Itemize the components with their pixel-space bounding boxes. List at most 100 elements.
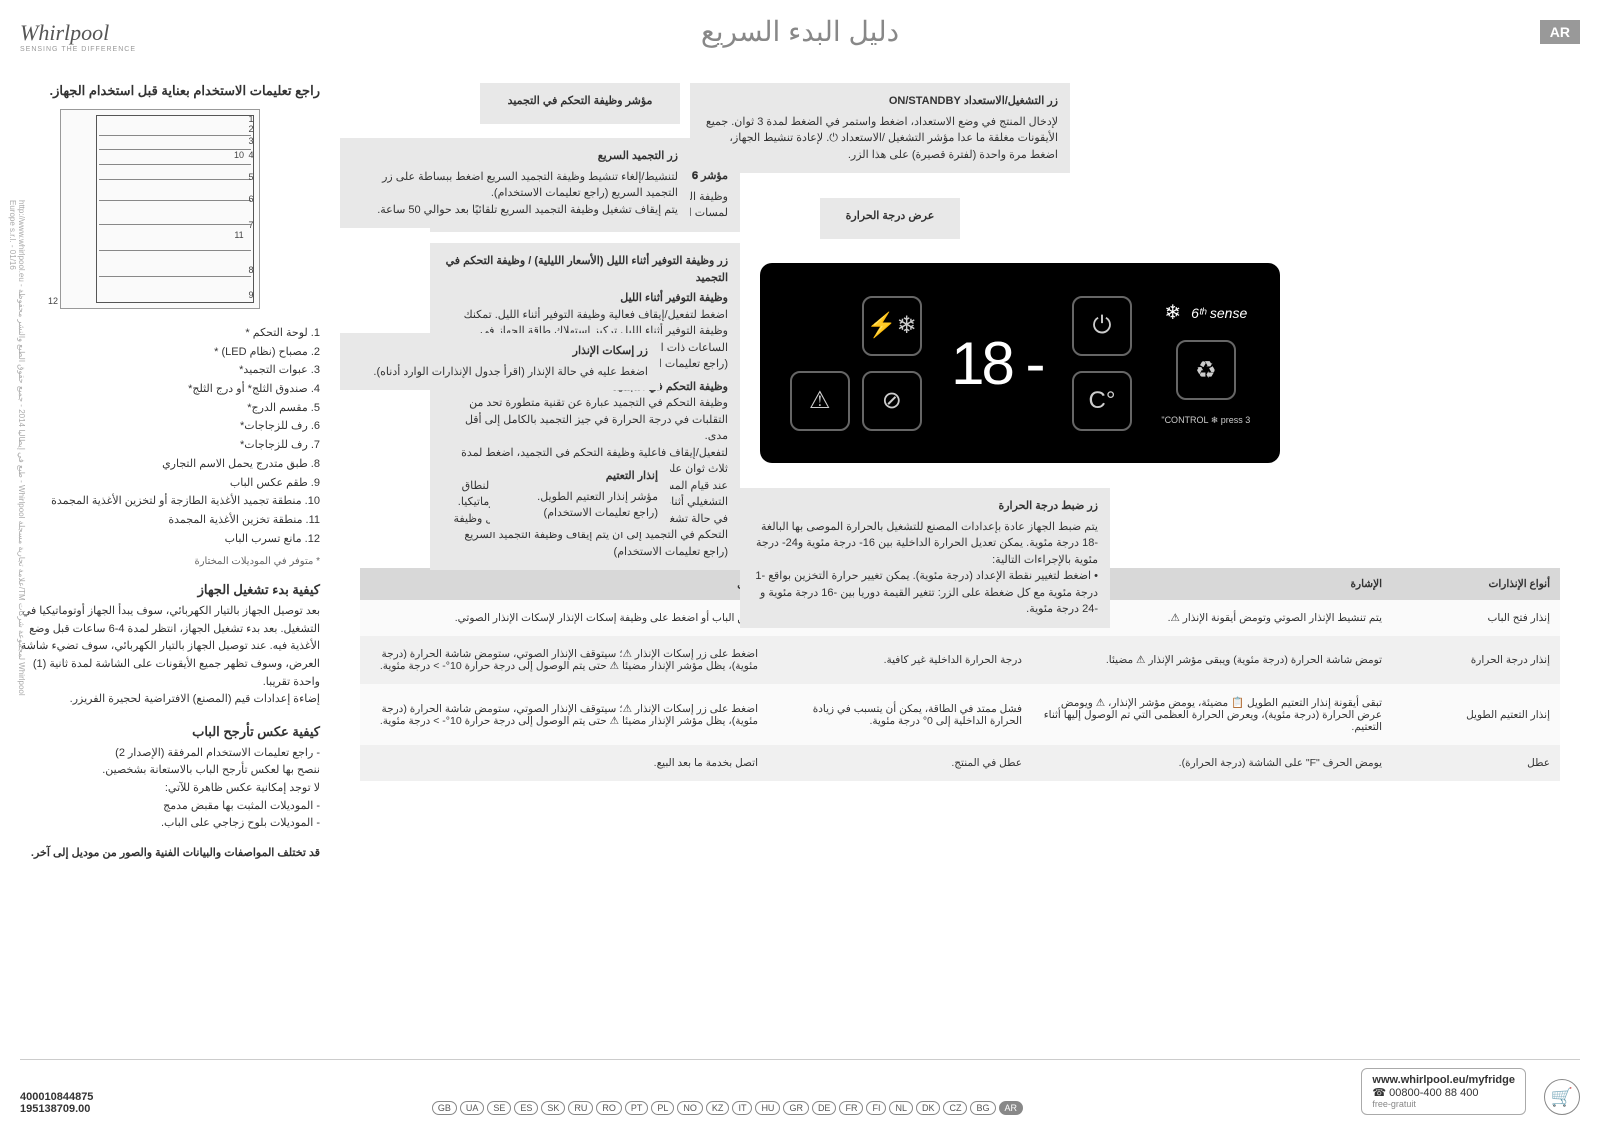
- callout-body: يتم ضبط الجهاز عادة بإعدادات المصنع للتش…: [752, 519, 1098, 618]
- callout-tempset: زر ضبط درجة الحرارة يتم ضبط الجهاز عادة …: [740, 488, 1110, 628]
- callout-tempdisplay: عرض درجة الحرارة: [820, 198, 960, 239]
- callout-mute: زر إسكات الإنذار اضغط عليه في حالة الإنذ…: [340, 333, 660, 390]
- eco-button[interactable]: ♻: [1176, 340, 1236, 400]
- table-cell: إنذار فتح الباب: [1392, 600, 1560, 636]
- legend-item: 11. منطقة تخزين الأغذية المجمدة: [20, 511, 320, 530]
- table-cell: عطل في المنتج.: [768, 745, 1032, 781]
- page-title: دليل البدء السريع: [701, 15, 899, 48]
- country-list: GBUASEESSKRUROPTPLNOKZITHUGRDEFRFINLDKCZ…: [432, 1101, 1023, 1115]
- country-pill: ES: [514, 1101, 538, 1115]
- power-button[interactable]: ⏻: [1072, 296, 1132, 356]
- legend-item: 12. مانع تسرب الباب: [20, 530, 320, 549]
- fastfreeze-button[interactable]: ❄⚡: [862, 296, 922, 356]
- power-icon: ⏻: [1092, 312, 1111, 340]
- legend-item: 2. مصباح (نظام LED) *: [20, 343, 320, 362]
- legend-note: * متوفر في الموديلات المختارة: [20, 556, 320, 567]
- blackout-icon: ⊘: [882, 386, 902, 415]
- cart-icon: 🛒: [1544, 1079, 1580, 1115]
- callout-body: مؤشر إنذار التعتيم الطويل. (راجع تعليمات…: [502, 489, 658, 522]
- footer-phone: ☎ 00800-400 88 400: [1372, 1086, 1515, 1099]
- country-pill: PL: [651, 1101, 674, 1115]
- country-pill: IT: [732, 1101, 752, 1115]
- legend-item: 1. لوحة التحكم *: [20, 324, 320, 343]
- table-cell: فشل ممتد في الطاقة، يمكن أن يتسبب في زيا…: [768, 684, 1032, 745]
- callout-title: زر وظيفة التوفير أثناء الليل (الأسعار ال…: [442, 253, 728, 286]
- table-cell: تبقى أيقونة إنذار التعتيم الطويل 📋 مضيئة…: [1032, 684, 1392, 745]
- table-header: الحل: [360, 568, 768, 600]
- country-pill: RU: [568, 1101, 593, 1115]
- country-pill: NO: [677, 1101, 703, 1115]
- legend-item: 7. رف للزجاجات*: [20, 436, 320, 455]
- snowflake-icon: ❄: [1164, 300, 1181, 325]
- temp-button[interactable]: °C: [1072, 371, 1132, 431]
- country-pill: PT: [625, 1101, 649, 1115]
- country-pill: DE: [812, 1101, 837, 1115]
- table-cell: درجة الحرارة الداخلية غير كافية.: [768, 636, 1032, 684]
- temperature-display: - 18: [951, 329, 1042, 398]
- callout-body: لتنشيط/إلغاء تنشيط وظيفة التجميد السريع …: [352, 169, 678, 219]
- footer-contact: www.whirlpool.eu/myfridge ☎ 00800-400 88…: [1361, 1068, 1526, 1115]
- country-pill: GB: [432, 1101, 457, 1115]
- brand-tagline: SENSING THE DIFFERENCE: [20, 46, 136, 53]
- country-pill: SE: [487, 1101, 511, 1115]
- appliance-diagram: 1 2 3 4 5 6 7 8 9 10 11 12: [60, 109, 260, 309]
- table-cell: عطل: [1392, 745, 1560, 781]
- control-label: CONTROL ❄ press 3": [1161, 415, 1250, 426]
- callout-title: إنذار التعتيم: [502, 468, 658, 485]
- legend-item: 5. مقسم الدرج*: [20, 399, 320, 418]
- table-cell: يومض الحرف "F" على الشاشة (درجة الحرارة)…: [1032, 745, 1392, 781]
- legend-item: 8. طبق متدرج يحمل الاسم التجاري: [20, 455, 320, 474]
- country-pill: FR: [839, 1101, 863, 1115]
- callout-onstandby: زر التشغيل/الاستعداد ON/STANDBY لإدخال ا…: [690, 83, 1070, 173]
- temp-icon: °C: [1088, 387, 1115, 415]
- legend-item: 3. عبوات التجميد*: [20, 361, 320, 380]
- country-pill: BG: [970, 1101, 995, 1115]
- table-row: إنذار التعتيم الطويلتبقى أيقونة إنذار ال…: [360, 684, 1560, 745]
- callout-title: زر التشغيل/الاستعداد ON/STANDBY: [702, 93, 1058, 110]
- callout-blackout: إنذار التعتيم مؤشر إنذار التعتيم الطويل.…: [490, 458, 670, 532]
- callout-title: زر ضبط درجة الحرارة: [752, 498, 1098, 515]
- callout-fastfreeze: زر التجميد السريع لتنشيط/إلغاء تنشيط وظي…: [340, 138, 690, 228]
- country-pill: CZ: [943, 1101, 967, 1115]
- footer-url: www.whirlpool.eu/myfridge: [1372, 1074, 1515, 1086]
- legend-item: 4. صندوق الثلج* أو درج الثلج*: [20, 380, 320, 399]
- table-cell: تومض شاشة الحرارة (درجة مئوية) ويبقى مؤش…: [1032, 636, 1392, 684]
- callout-body: لإدخال المنتج في وضع الاستعداد، اضغط واس…: [702, 114, 1058, 164]
- startup-title: كيفية بدء تشغيل الجهاز: [20, 582, 320, 598]
- legend-item: 10. منطقة تجميد الأغذية الطازجة أو لتخزي…: [20, 492, 320, 511]
- footer-codes: 400010844875 195138709.00: [20, 1091, 93, 1115]
- table-cell: اضغط على زر إسكات الإنذار ⚠؛ سيتوقف الإن…: [360, 684, 768, 745]
- reverse-body: - راجع تعليمات الاستخدام المرفقة (الإصدا…: [20, 745, 320, 833]
- startup-body: بعد توصيل الجهاز بالتيار الكهربائي، سوف …: [20, 603, 320, 709]
- country-pill: UA: [460, 1101, 485, 1115]
- country-pill: SK: [541, 1101, 565, 1115]
- country-pill: AR: [999, 1101, 1024, 1115]
- table-row: إنذار درجة الحرارةتومض شاشة الحرارة (درج…: [360, 636, 1560, 684]
- table-cell: إنذار التعتيم الطويل: [1392, 684, 1560, 745]
- legend-list: 1. لوحة التحكم *2. مصباح (نظام LED) *3. …: [20, 324, 320, 548]
- country-pill: GR: [783, 1101, 809, 1115]
- language-badge: AR: [1540, 20, 1580, 44]
- eco-icon: ♻: [1195, 356, 1217, 385]
- legend-item: 6. رف للزجاجات*: [20, 417, 320, 436]
- alarm-button[interactable]: ⚠: [790, 371, 850, 431]
- callout-title: زر إسكات الإنذار: [352, 343, 648, 360]
- callout-freeze-indicator: مؤشر وظيفة التحكم في التجميد: [480, 83, 680, 124]
- instruction-heading: راجع تعليمات الاستخدام بعناية قبل استخدا…: [20, 83, 320, 99]
- legend-item: 9. طقم عكس الباب: [20, 474, 320, 493]
- table-cell: اضغط على زر إسكات الإنذار ⚠؛ سيتوقف الإن…: [360, 636, 768, 684]
- alarm-icon: ⚠: [809, 386, 831, 415]
- control-panel: 6ᵗʰ sense ❄ ♻ CONTROL ❄ press 3" ⏻: [760, 263, 1280, 463]
- country-pill: HU: [755, 1101, 780, 1115]
- country-pill: RO: [596, 1101, 622, 1115]
- blackout-button[interactable]: ⊘: [862, 371, 922, 431]
- table-cell: أغلق الباب أو اضغط على وظيفة إسكات الإنذ…: [360, 600, 768, 636]
- table-row: عطليومض الحرف "F" على الشاشة (درجة الحرا…: [360, 745, 1560, 781]
- copyright-side: http://www.whirlpool.eu - طبع في إيطاليا…: [8, 200, 26, 700]
- country-pill: NL: [889, 1101, 913, 1115]
- callout-body: اضغط عليه في حالة الإنذار (اقرأ جدول الإ…: [352, 364, 648, 381]
- brand-logo: Whirlpool: [20, 20, 136, 46]
- country-pill: KZ: [706, 1101, 730, 1115]
- country-pill: FI: [866, 1101, 886, 1115]
- callout-subtitle: وظيفة التوفير أثناء الليل: [442, 290, 728, 307]
